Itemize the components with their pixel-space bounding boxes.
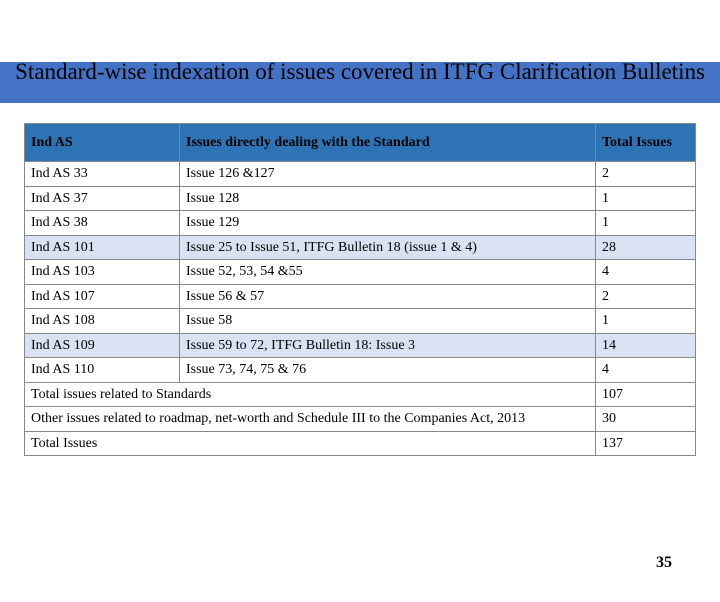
cell-total: 1 bbox=[596, 186, 696, 211]
cell-issues: Issue 56 & 57 bbox=[180, 284, 596, 309]
cell-total: 2 bbox=[596, 162, 696, 187]
cell-issues: Issue 58 bbox=[180, 309, 596, 334]
table-row: Ind AS 108 Issue 58 1 bbox=[25, 309, 696, 334]
summary-val: 137 bbox=[596, 431, 696, 456]
summary-val: 107 bbox=[596, 382, 696, 407]
cell-issues: Issue 52, 53, 54 &55 bbox=[180, 260, 596, 285]
cell-indas: Ind AS 33 bbox=[25, 162, 180, 187]
table-row: Ind AS 101 Issue 25 to Issue 51, ITFG Bu… bbox=[25, 235, 696, 260]
cell-total: 4 bbox=[596, 358, 696, 383]
summary-label: Total Issues bbox=[25, 431, 596, 456]
summary-label: Other issues related to roadmap, net-wor… bbox=[25, 407, 596, 432]
cell-issues: Issue 73, 74, 75 & 76 bbox=[180, 358, 596, 383]
summary-row: Other issues related to roadmap, net-wor… bbox=[25, 407, 696, 432]
cell-indas: Ind AS 110 bbox=[25, 358, 180, 383]
table-header-row: Ind AS Issues directly dealing with the … bbox=[25, 123, 696, 162]
cell-indas: Ind AS 101 bbox=[25, 235, 180, 260]
table-row: Ind AS 109 Issue 59 to 72, ITFG Bulletin… bbox=[25, 333, 696, 358]
cell-issues: Issue 126 &127 bbox=[180, 162, 596, 187]
cell-issues: Issue 128 bbox=[180, 186, 596, 211]
slide-number: 35 bbox=[656, 554, 672, 572]
cell-issues: Issue 25 to Issue 51, ITFG Bulletin 18 (… bbox=[180, 235, 596, 260]
cell-total: 4 bbox=[596, 260, 696, 285]
cell-indas: Ind AS 38 bbox=[25, 211, 180, 236]
table-row: Ind AS 38 Issue 129 1 bbox=[25, 211, 696, 236]
cell-total: 14 bbox=[596, 333, 696, 358]
table-row: Ind AS 107 Issue 56 & 57 2 bbox=[25, 284, 696, 309]
cell-indas: Ind AS 107 bbox=[25, 284, 180, 309]
summary-row: Total issues related to Standards 107 bbox=[25, 382, 696, 407]
cell-total: 2 bbox=[596, 284, 696, 309]
cell-total: 1 bbox=[596, 211, 696, 236]
summary-val: 30 bbox=[596, 407, 696, 432]
cell-total: 1 bbox=[596, 309, 696, 334]
cell-indas: Ind AS 37 bbox=[25, 186, 180, 211]
title-band: Standard-wise indexation of issues cover… bbox=[0, 62, 720, 103]
summary-row: Total Issues 137 bbox=[25, 431, 696, 456]
issues-table: Ind AS Issues directly dealing with the … bbox=[24, 123, 696, 457]
cell-total: 28 bbox=[596, 235, 696, 260]
table-row: Ind AS 37 Issue 128 1 bbox=[25, 186, 696, 211]
summary-label: Total issues related to Standards bbox=[25, 382, 596, 407]
cell-indas: Ind AS 109 bbox=[25, 333, 180, 358]
cell-indas: Ind AS 103 bbox=[25, 260, 180, 285]
header-issues: Issues directly dealing with the Standar… bbox=[180, 123, 596, 162]
cell-indas: Ind AS 108 bbox=[25, 309, 180, 334]
header-indas: Ind AS bbox=[25, 123, 180, 162]
table-row: Ind AS 33 Issue 126 &127 2 bbox=[25, 162, 696, 187]
page-title: Standard-wise indexation of issues cover… bbox=[0, 58, 720, 87]
header-total: Total Issues bbox=[596, 123, 696, 162]
cell-issues: Issue 129 bbox=[180, 211, 596, 236]
table-row: Ind AS 103 Issue 52, 53, 54 &55 4 bbox=[25, 260, 696, 285]
cell-issues: Issue 59 to 72, ITFG Bulletin 18: Issue … bbox=[180, 333, 596, 358]
table-row: Ind AS 110 Issue 73, 74, 75 & 76 4 bbox=[25, 358, 696, 383]
